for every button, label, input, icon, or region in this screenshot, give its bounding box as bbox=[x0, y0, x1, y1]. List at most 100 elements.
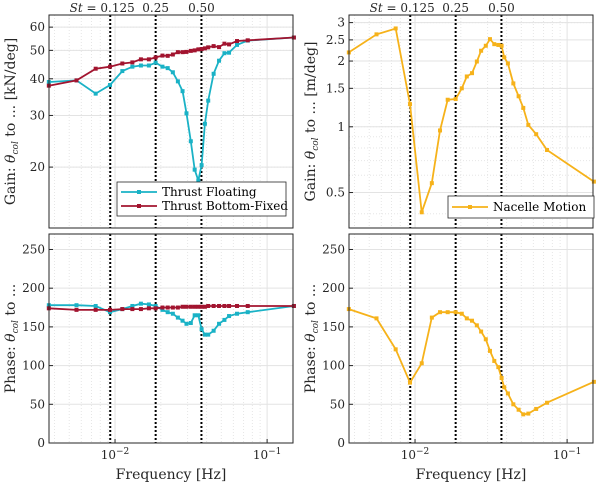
y-label-suffix: to ... bbox=[3, 284, 19, 320]
y-tick-label: 50 bbox=[30, 43, 45, 57]
data-point bbox=[199, 47, 204, 52]
y-tick-label: 2 bbox=[337, 54, 345, 68]
data-point bbox=[120, 69, 125, 74]
data-point bbox=[170, 52, 175, 57]
data-point bbox=[470, 71, 475, 76]
data-point bbox=[199, 304, 204, 309]
legend-marker bbox=[137, 190, 141, 194]
x-tick-label: 10−1 bbox=[553, 447, 582, 462]
data-point bbox=[521, 105, 526, 110]
y-label-prefix: Phase: bbox=[303, 342, 319, 393]
data-point bbox=[474, 323, 479, 328]
y-label-prefix: Phase: bbox=[3, 342, 19, 393]
y-tick-label: 50 bbox=[30, 397, 45, 411]
data-point bbox=[146, 63, 151, 68]
data-point bbox=[130, 303, 135, 308]
y-tick-label: 0 bbox=[337, 436, 345, 450]
x-tick-exponent: −2 bbox=[416, 447, 429, 457]
data-point bbox=[438, 310, 443, 315]
data-point bbox=[445, 310, 450, 315]
y-label-symbol: θ bbox=[303, 333, 319, 342]
data-point bbox=[120, 61, 125, 66]
data-point bbox=[170, 305, 175, 310]
data-point bbox=[138, 301, 143, 306]
data-point bbox=[188, 48, 193, 53]
data-point bbox=[374, 32, 379, 37]
x-tick-exponent: −1 bbox=[568, 447, 581, 457]
data-point bbox=[196, 313, 201, 318]
data-point bbox=[196, 178, 201, 183]
y-tick-label: 100 bbox=[22, 359, 45, 373]
plot-area bbox=[49, 234, 293, 443]
data-point bbox=[202, 304, 207, 309]
x-tick-label: 10−2 bbox=[401, 447, 430, 462]
data-point bbox=[188, 321, 193, 326]
data-point bbox=[93, 66, 98, 71]
data-point bbox=[211, 71, 216, 76]
data-point bbox=[487, 348, 492, 353]
data-point bbox=[505, 61, 510, 66]
y-label-suffix: to ... [kN/deg] bbox=[3, 38, 19, 141]
data-point bbox=[479, 48, 484, 53]
data-point bbox=[222, 41, 227, 46]
data-point bbox=[464, 316, 469, 321]
data-point bbox=[165, 53, 170, 58]
data-point bbox=[160, 305, 165, 310]
y-tick-label: 60 bbox=[30, 20, 45, 34]
y-tick-label: 30 bbox=[30, 108, 45, 122]
data-point bbox=[408, 102, 413, 107]
data-point bbox=[165, 66, 170, 71]
data-point bbox=[534, 406, 539, 411]
data-point bbox=[192, 313, 197, 318]
data-point bbox=[217, 321, 222, 326]
data-point bbox=[227, 303, 232, 308]
data-point bbox=[108, 82, 113, 87]
data-point bbox=[474, 59, 479, 64]
data-point bbox=[184, 321, 189, 326]
y-tick-label: 150 bbox=[322, 320, 345, 334]
y-axis-label: Gain: θcol to ... [m/deg] bbox=[303, 42, 321, 202]
data-point bbox=[459, 86, 464, 91]
data-point bbox=[175, 305, 180, 310]
data-point bbox=[165, 305, 170, 310]
data-point bbox=[470, 318, 475, 323]
data-point bbox=[408, 380, 413, 385]
data-point bbox=[487, 37, 492, 42]
data-point bbox=[211, 303, 216, 308]
y-label-suffix: to ... [m/deg] bbox=[303, 42, 319, 138]
data-point bbox=[74, 307, 79, 312]
y-tick-label: 200 bbox=[22, 281, 45, 295]
data-point bbox=[206, 45, 211, 50]
data-point bbox=[180, 50, 185, 55]
data-point bbox=[459, 311, 464, 316]
legend-label: Thrust Floating bbox=[162, 185, 257, 199]
data-point bbox=[521, 412, 526, 417]
data-point bbox=[534, 132, 539, 137]
data-point bbox=[192, 167, 197, 172]
data-point bbox=[511, 402, 516, 407]
data-point bbox=[180, 318, 185, 323]
y-label-subscript: col bbox=[11, 141, 21, 154]
x-tick-exponent: −2 bbox=[116, 447, 129, 457]
data-point bbox=[188, 304, 193, 309]
data-point bbox=[492, 42, 497, 47]
data-point bbox=[153, 55, 158, 60]
data-point bbox=[217, 58, 222, 63]
plot-area bbox=[349, 234, 593, 443]
data-point bbox=[526, 411, 531, 416]
y-axis-label: Phase: θcol to ... bbox=[303, 284, 321, 394]
x-axis-label: Frequency [Hz] bbox=[416, 467, 527, 483]
data-point bbox=[511, 81, 516, 86]
axes-frame bbox=[48, 14, 294, 229]
data-point bbox=[429, 181, 434, 186]
y-tick-label: 3 bbox=[337, 16, 345, 30]
data-point bbox=[545, 147, 550, 152]
data-point bbox=[202, 46, 207, 51]
strouhal-label: 0.50 bbox=[188, 1, 215, 15]
data-point bbox=[192, 48, 197, 53]
data-point bbox=[496, 42, 501, 47]
data-point bbox=[188, 139, 193, 144]
axes-frame bbox=[348, 14, 594, 229]
